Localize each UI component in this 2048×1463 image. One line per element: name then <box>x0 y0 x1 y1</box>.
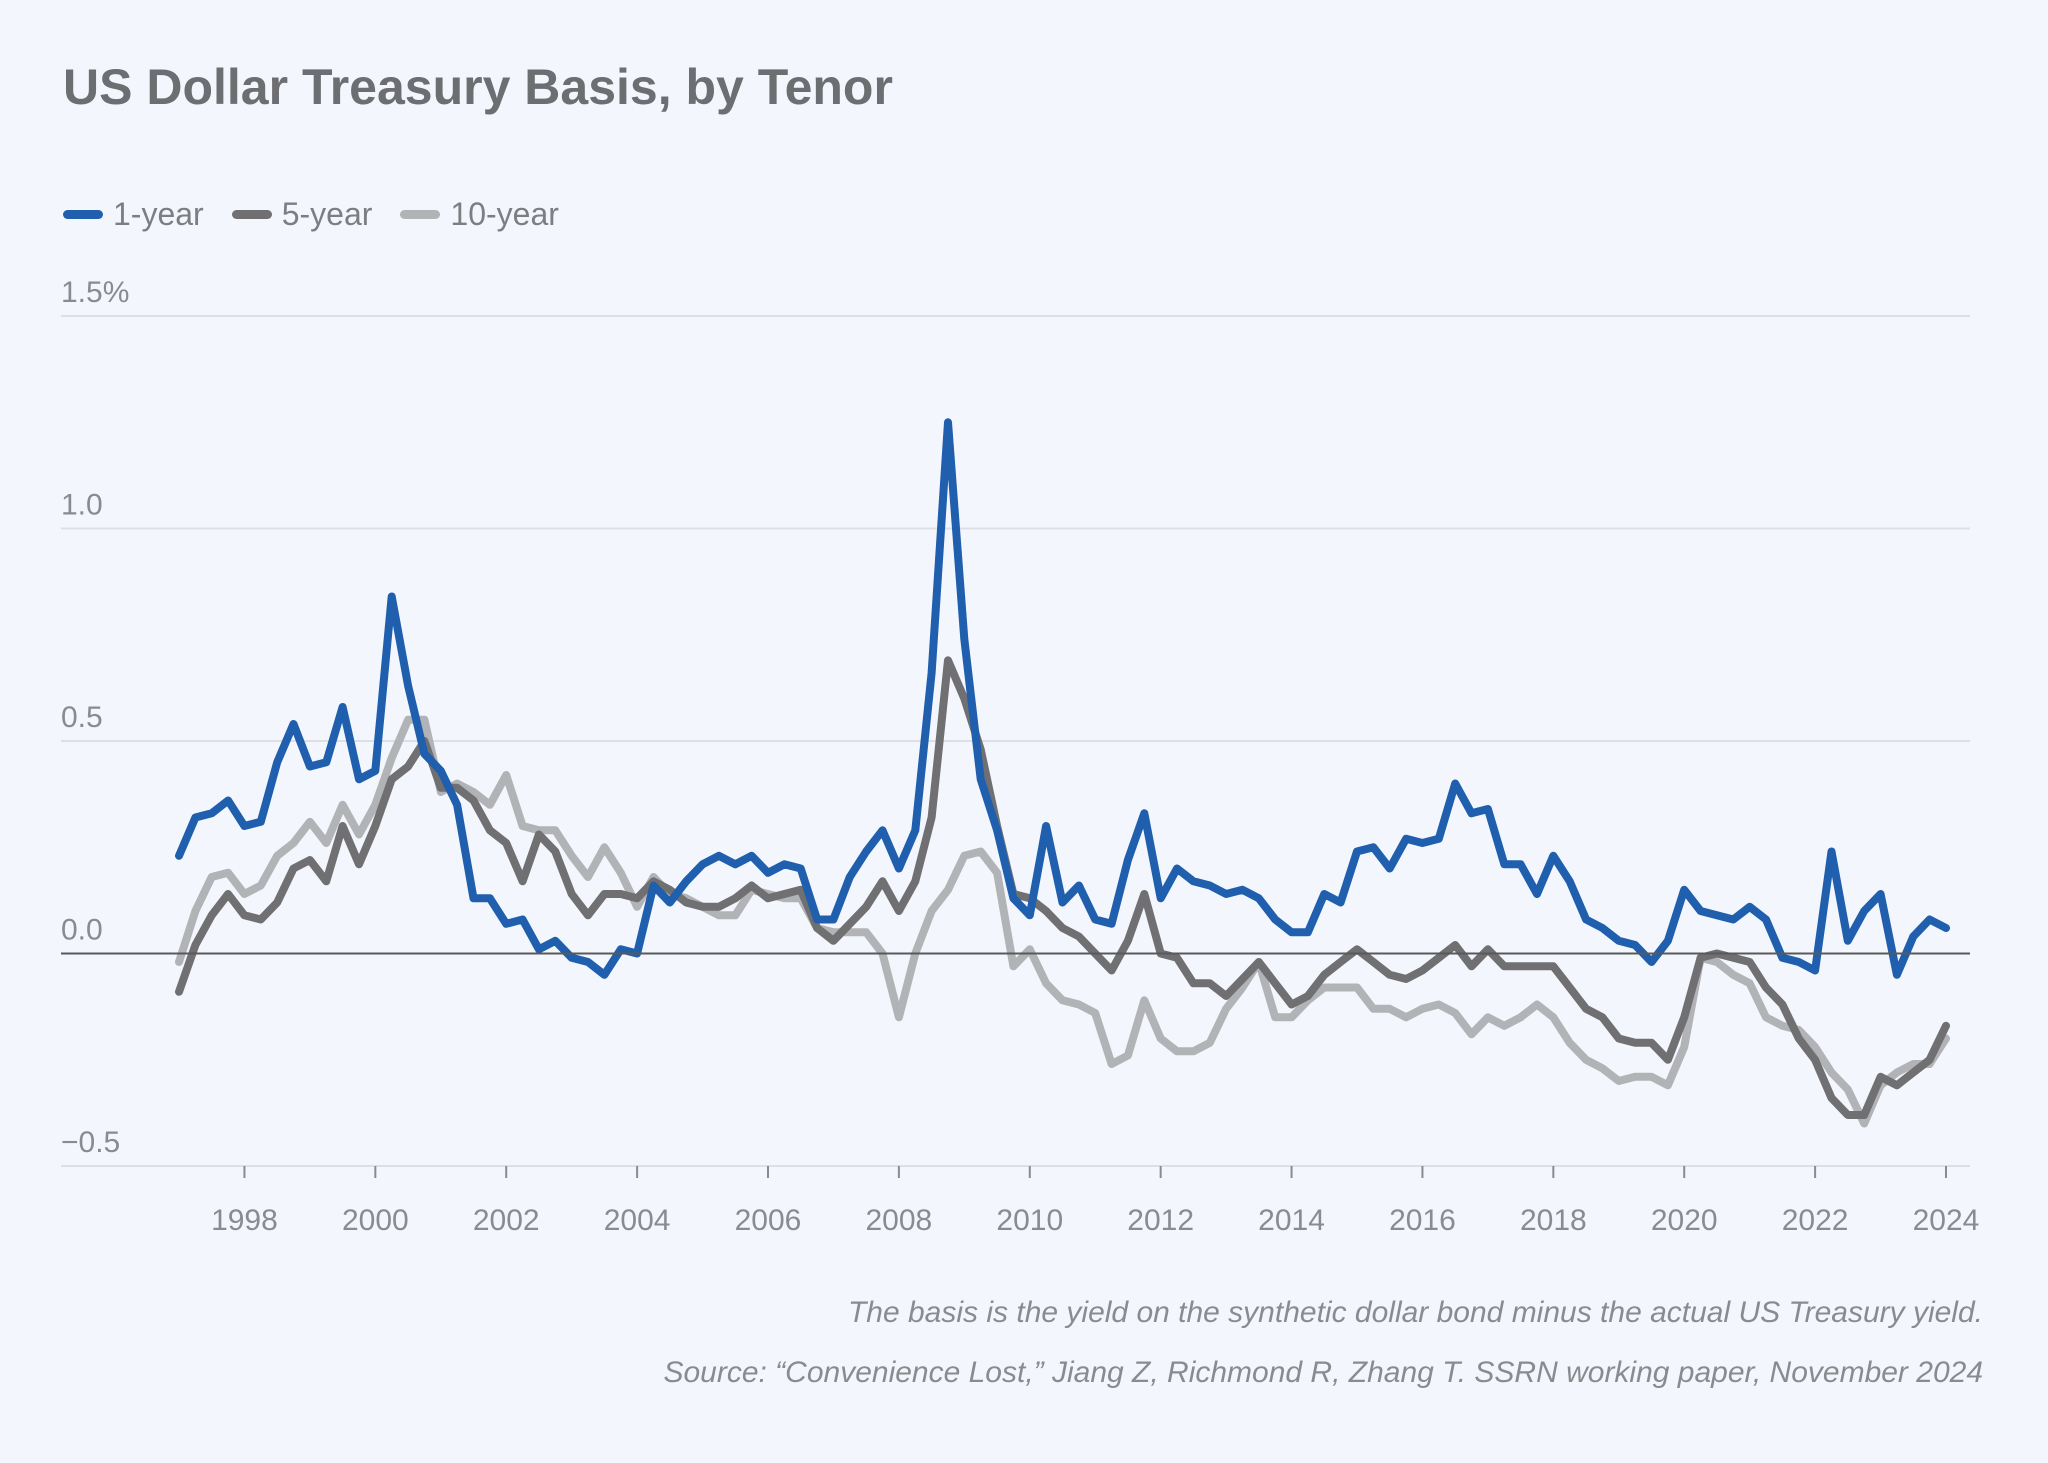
x-tick-label: 2012 <box>1127 1204 1194 1237</box>
x-tick-label: 2000 <box>342 1204 409 1237</box>
x-tick-label: 2024 <box>1913 1204 1980 1237</box>
chart-note: The basis is the yield on the synthetic … <box>847 1296 1983 1329</box>
x-tick-label: 2010 <box>996 1204 1063 1237</box>
x-tick-label: 2002 <box>473 1204 540 1237</box>
y-tick-label: 1.5% <box>61 276 129 309</box>
legend-item-1-year: 1-year <box>63 196 204 233</box>
series-line-1-year <box>175 418 1950 979</box>
series-line-5-year <box>175 656 1950 1119</box>
chart-source: Source: “Convenience Lost,” Jiang Z, Ric… <box>663 1356 1983 1389</box>
x-tick-label: 2008 <box>866 1204 933 1237</box>
x-tick-label: 2016 <box>1389 1204 1456 1237</box>
x-tick-label: 2006 <box>735 1204 802 1237</box>
legend-label: 10-year <box>450 196 559 232</box>
legend: 1-year 5-year 10-year <box>63 196 559 233</box>
x-tick-label: 2014 <box>1258 1204 1325 1237</box>
chart-title: US Dollar Treasury Basis, by Tenor <box>63 59 893 115</box>
x-tick-label: 2004 <box>604 1204 671 1237</box>
legend-label: 5-year <box>281 196 373 232</box>
x-tick-label: 2022 <box>1782 1204 1849 1237</box>
x-tick-label: 1998 <box>211 1204 278 1237</box>
x-tick-label: 2018 <box>1520 1204 1587 1237</box>
legend-item-10-year: 10-year <box>400 196 559 233</box>
y-tick-label: 0.0 <box>61 914 103 947</box>
y-tick-label: −0.5 <box>61 1126 120 1159</box>
series-line-10-year <box>175 715 1950 1128</box>
legend-label: 1-year <box>113 196 204 232</box>
legend-swatch-1-year <box>63 210 103 219</box>
y-tick-label: 0.5 <box>61 701 103 734</box>
y-tick-label: 1.0 <box>61 489 103 522</box>
legend-swatch-5-year <box>231 210 272 219</box>
legend-swatch-10-year <box>400 210 441 219</box>
x-tick-label: 2020 <box>1651 1204 1718 1237</box>
legend-item-5-year: 5-year <box>231 196 373 233</box>
